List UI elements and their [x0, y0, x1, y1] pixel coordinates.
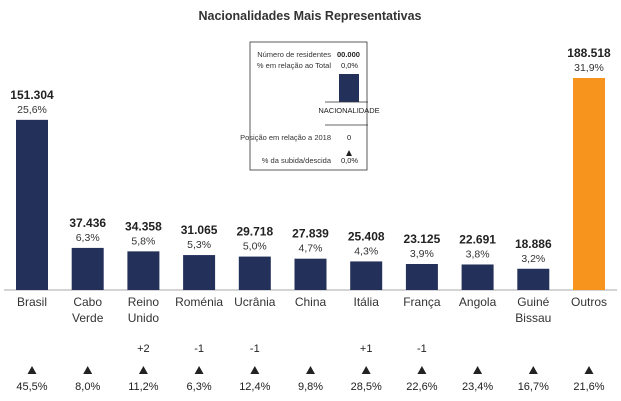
bar — [517, 268, 550, 290]
category-label: China — [295, 295, 327, 309]
value-label: 27.839 — [292, 227, 329, 241]
category-label: Itália — [354, 295, 380, 309]
growth-label: 21,6% — [573, 381, 604, 393]
bar — [350, 261, 383, 290]
legend-bar-label: NACIONALIDADE — [318, 106, 379, 115]
legend-growth-value: 0,0% — [341, 156, 358, 165]
category-label: Cabo — [73, 295, 102, 309]
rank-change-label: -1 — [417, 343, 427, 355]
bar — [127, 251, 160, 290]
chart-marks: 151.304 25,6% Brasil 45,5% 37.436 6,3% Cabo Ver… — [10, 46, 611, 393]
share-label: 5,0% — [243, 241, 267, 253]
up-triangle-icon — [194, 366, 204, 374]
category-label: Bissau — [515, 311, 551, 325]
bar — [294, 258, 327, 290]
up-triangle-icon — [138, 366, 148, 374]
legend-position-value: 0 — [347, 133, 351, 142]
legend-position-label: Posição em relação a 2018 — [240, 133, 331, 142]
value-label: 34.358 — [125, 219, 162, 233]
legend-residents-label: Número de residentes — [257, 50, 331, 59]
bar — [71, 247, 104, 290]
legend-share-value: 0,0% — [341, 61, 358, 70]
share-label: 3,9% — [410, 248, 434, 260]
category-label: Guiné — [517, 295, 549, 309]
value-label: 151.304 — [10, 88, 54, 102]
value-label: 25.408 — [348, 229, 385, 243]
growth-label: 11,2% — [128, 381, 159, 393]
share-label: 6,3% — [76, 232, 100, 244]
bar — [238, 256, 271, 290]
legend-sample-bar — [339, 74, 359, 102]
category-label: Roménia — [175, 295, 223, 309]
growth-label: 12,4% — [239, 381, 270, 393]
category-label: França — [403, 295, 441, 309]
legend-growth-label: % da subida/descida — [262, 156, 332, 165]
share-label: 3,2% — [521, 253, 545, 265]
up-triangle-icon — [83, 366, 93, 374]
growth-label: 8,0% — [75, 381, 100, 393]
value-label: 37.436 — [69, 216, 106, 230]
category-label: Angola — [459, 295, 497, 309]
category-label: Ucrânia — [234, 295, 276, 309]
category-label: Brasil — [17, 295, 47, 309]
up-triangle-icon — [473, 366, 483, 374]
legend-frame — [249, 41, 368, 171]
growth-label: 22,6% — [406, 381, 437, 393]
growth-label: 6,3% — [187, 381, 212, 393]
category-label: Verde — [72, 311, 104, 325]
value-label: 31.065 — [181, 223, 218, 237]
value-label: 188.518 — [567, 46, 611, 60]
bar — [461, 264, 494, 290]
rank-change-label: -1 — [250, 343, 260, 355]
up-triangle-icon — [250, 366, 260, 374]
up-triangle-icon — [27, 366, 37, 374]
share-label: 31,9% — [574, 62, 604, 74]
growth-label: 16,7% — [518, 381, 549, 393]
bar — [16, 119, 48, 290]
category-label: Outros — [571, 295, 607, 309]
bar — [405, 263, 438, 290]
up-triangle-icon — [584, 366, 594, 374]
growth-label: 23,4% — [462, 381, 493, 393]
share-label: 5,3% — [187, 239, 211, 251]
rank-change-label: +1 — [360, 343, 373, 355]
value-label: 22.691 — [459, 232, 496, 246]
growth-label: 45,5% — [16, 381, 47, 393]
rank-change-label: +2 — [137, 343, 150, 355]
chart-title: Nacionalidades Mais Representativas — [198, 9, 421, 23]
category-label: Unido — [128, 311, 160, 325]
legend-residents-value: 00.000 — [337, 50, 360, 59]
up-triangle-icon — [361, 366, 371, 374]
value-label: 18.886 — [515, 237, 552, 251]
legend-box: Número de residentes 00.000 % em relação… — [240, 41, 380, 171]
up-triangle-icon — [417, 366, 427, 374]
rank-change-label: -1 — [194, 343, 204, 355]
category-label: Reino — [128, 295, 160, 309]
share-label: 4,7% — [299, 243, 323, 255]
bar — [183, 255, 216, 290]
bar — [573, 78, 605, 290]
legend-up-triangle-icon — [346, 150, 352, 156]
share-label: 25,6% — [17, 104, 47, 116]
up-triangle-icon — [528, 366, 538, 374]
growth-label: 28,5% — [351, 381, 382, 393]
value-label: 23.125 — [404, 232, 441, 246]
value-label: 29.718 — [236, 225, 273, 239]
share-label: 3,8% — [466, 248, 490, 260]
growth-label: 9,8% — [298, 381, 323, 393]
up-triangle-icon — [306, 366, 315, 374]
share-label: 5,8% — [131, 235, 155, 247]
share-label: 4,3% — [354, 245, 378, 257]
legend-share-label: % em relação ao Total — [257, 61, 331, 70]
